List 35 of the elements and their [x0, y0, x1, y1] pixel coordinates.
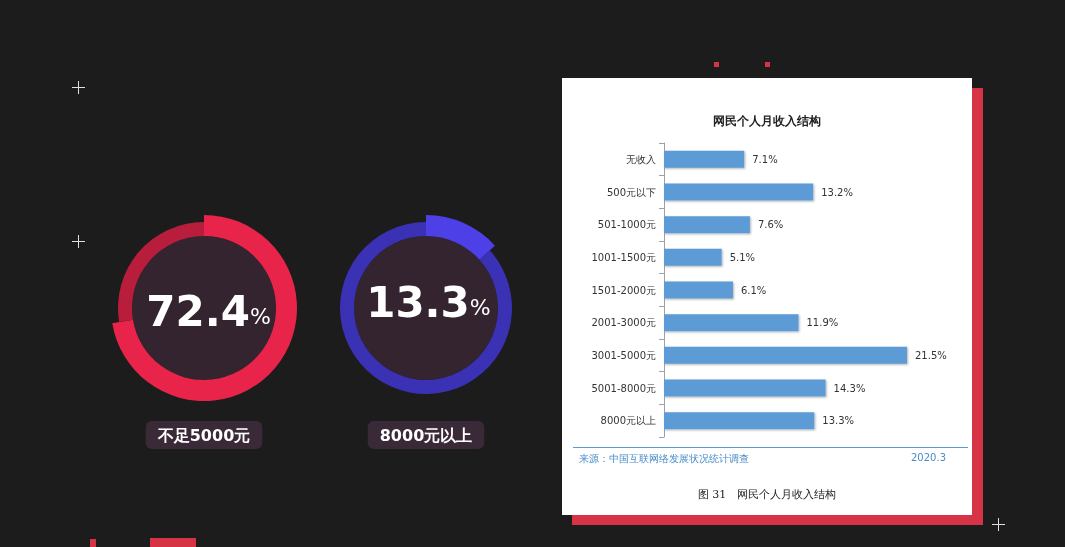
text: 不足5000元	[156, 425, 251, 445]
bar	[664, 314, 799, 332]
data-label: 72.4%	[146, 287, 271, 337]
data-label: 7.1%	[752, 153, 778, 165]
data-label: 6.1%	[740, 284, 767, 296]
data-label: 5.1%	[729, 251, 756, 263]
y-tick-label: 8000元以上	[600, 415, 656, 427]
data-label: 13.2%	[821, 186, 853, 198]
caption: 图 31 网民个人月收入结构	[696, 487, 838, 502]
data-label: 11.9%	[806, 317, 839, 329]
chart-title: 网民个人月收入结构	[713, 114, 821, 128]
y-tick-label: 1001-1500元	[591, 251, 656, 263]
data-label: 13.3%	[822, 415, 855, 427]
data-label: 7.6%	[757, 219, 784, 231]
bar	[664, 281, 733, 299]
bar	[664, 346, 907, 364]
y-tick-label: 无收入	[626, 153, 656, 165]
data-label: 14.3%	[833, 382, 866, 394]
text: 2020.3	[911, 452, 946, 463]
bar	[664, 379, 826, 397]
bar	[664, 216, 750, 234]
y-tick-label: 501-1000元	[597, 219, 656, 231]
y-tick-label: 500元以下	[606, 186, 656, 198]
text: 8000元以上	[379, 425, 473, 445]
data-label: 13.3%	[366, 278, 491, 328]
bar	[664, 248, 722, 266]
source-note: 来源：中国互联网络发展状况统计调查	[579, 452, 749, 466]
y-tick-label: 1501-2000元	[591, 284, 656, 296]
bar	[664, 150, 745, 168]
data-label: 21.5%	[915, 349, 947, 361]
y-tick-label: 5001-8000元	[591, 382, 656, 394]
y-tick-label: 2001-3000元	[591, 317, 656, 329]
bar	[664, 412, 815, 430]
y-tick-label: 3001-5000元	[591, 349, 656, 361]
bar	[664, 183, 814, 201]
